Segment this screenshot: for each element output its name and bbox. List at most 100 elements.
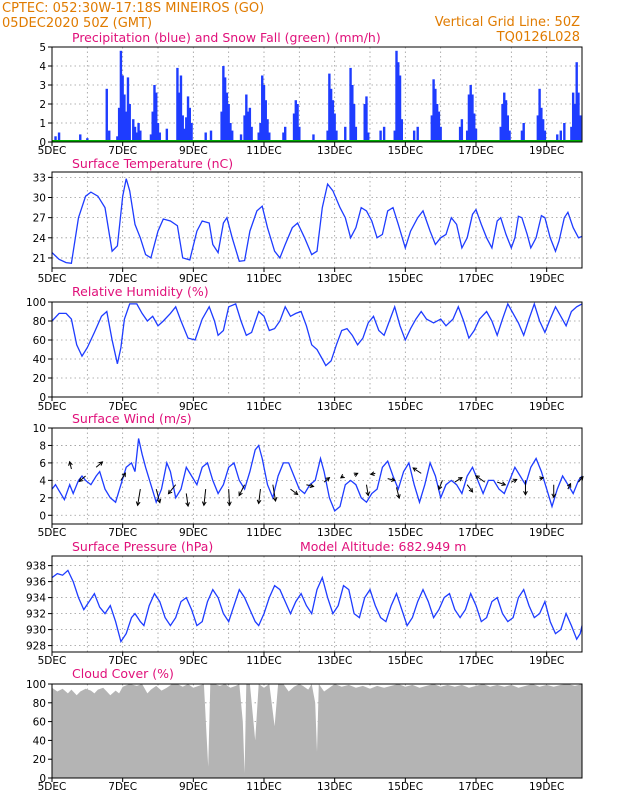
precip-bar <box>123 94 126 142</box>
precip-bar <box>571 92 575 142</box>
precip-bar <box>412 130 416 142</box>
precip-bar <box>398 75 402 142</box>
rh-series-line <box>51 301 583 367</box>
precip-bar <box>437 111 441 142</box>
precip-bar <box>116 136 119 142</box>
wind-arrow-head <box>566 482 572 488</box>
wind-arrow <box>454 477 463 483</box>
wind-arrow-head <box>390 477 396 482</box>
pressure-frame <box>51 555 583 653</box>
precip-xtick-label: 17DEC <box>458 145 493 157</box>
precip-bar <box>354 126 358 142</box>
cloud-xtick-label: 7DEC <box>108 781 137 793</box>
cloud-xtick-label: 19DEC <box>529 781 564 793</box>
precip-bar <box>473 113 476 142</box>
cloud-xtick-label: 5DEC <box>38 781 67 793</box>
wind-arrow <box>78 475 86 482</box>
precip-bar <box>363 104 366 142</box>
pressure-ytick-label: 930 <box>26 625 46 637</box>
wind-arrow-head <box>412 467 418 472</box>
pressure-xtick-label: 9DEC <box>179 655 208 667</box>
precip-ytick-label: 3 <box>39 80 46 92</box>
precip-bar <box>292 113 296 142</box>
cloud-xtick-label: 17DEC <box>458 781 493 793</box>
header-model: TQ0126L028 <box>496 30 580 45</box>
temp-xtick-label: 19DEC <box>529 273 564 285</box>
precip-bar <box>543 130 547 142</box>
precip-bar <box>181 115 184 142</box>
cloud-xtick-label: 9DEC <box>179 781 208 793</box>
precip-bar <box>439 126 442 142</box>
precip-bar <box>243 115 246 142</box>
precip-bar <box>434 88 437 142</box>
pressure-ytick-label: 928 <box>26 641 46 653</box>
precip-bar <box>556 134 559 142</box>
wind-arrow-head <box>68 460 73 466</box>
rh-ytick-label: 40 <box>33 354 46 366</box>
wind-ytick-label: 10 <box>33 423 46 435</box>
precip-bar <box>328 73 331 142</box>
precip-bar <box>126 77 130 142</box>
precip-bar <box>349 67 352 142</box>
wind-arrow-head <box>369 471 375 476</box>
temp-panel: 21 24 27 30 33 5DEC 7DEC 9DEC 11DEC 13DEC 15DEC 17D… <box>33 156 583 285</box>
wind-arrow <box>387 478 395 481</box>
precip-bar <box>185 117 188 142</box>
precip-xtick-label: 7DEC <box>108 145 137 157</box>
precip-bar <box>204 132 207 142</box>
precip-bar <box>538 88 541 142</box>
precip-bar <box>393 130 396 142</box>
precip-ytick-label: 1 <box>39 118 46 130</box>
precip-title: Precipitation (blue) and Snow Fall (gree… <box>72 30 381 45</box>
precip-bar <box>135 132 138 142</box>
precip-bar <box>225 92 229 142</box>
rh-xtick-label: 11DEC <box>246 401 281 413</box>
rh-ytick-label: 0 <box>39 392 46 404</box>
precip-bar <box>155 92 158 142</box>
wind-arrow-head <box>293 490 299 496</box>
precip-bar <box>149 134 153 142</box>
cloud-ytick-label: 40 <box>33 735 46 747</box>
wind-panel: 0 2 4 6 8 10 5DEC 7DEC 9DEC 11DEC 13DEC 15DEC 17DEC 1… <box>33 411 584 539</box>
wind-arrow <box>203 489 207 506</box>
temp-xtick-label: 17DEC <box>458 273 493 285</box>
precip-xtick-label: 9DEC <box>179 145 208 157</box>
wind-arrow <box>95 461 103 468</box>
precip-ytick-label: 4 <box>39 61 46 73</box>
precip-bar <box>132 119 135 142</box>
wind-ytick-label: 2 <box>39 493 46 505</box>
temp-ytick-label: 24 <box>33 233 47 245</box>
precip-bar <box>231 130 234 142</box>
precip-bar <box>344 126 347 142</box>
temp-xtick-label: 15DEC <box>388 273 423 285</box>
precip-bar <box>416 126 419 142</box>
pressure-series-line <box>51 569 583 644</box>
precip-bar <box>257 132 260 142</box>
precip-bar <box>541 119 545 142</box>
precip-bar <box>540 107 543 142</box>
precip-bar <box>508 130 511 142</box>
wind-ytick-label: 0 <box>39 510 46 522</box>
rh-ytick-label: 20 <box>33 373 46 385</box>
rh-xtick-label: 9DEC <box>179 401 208 413</box>
wind-arrow-head <box>551 493 557 499</box>
precip-bar <box>178 92 181 142</box>
precip-bar <box>266 119 269 142</box>
cloud-xtick-label: 11DEC <box>246 781 281 793</box>
precip-bar <box>333 113 336 142</box>
precip-bar <box>351 85 354 142</box>
wind-arrow-head <box>185 502 190 508</box>
wind-xtick-label: 5DEC <box>38 527 67 539</box>
wind-arrow-head <box>474 475 480 480</box>
precip-ytick-label: 2 <box>39 99 46 111</box>
precip-bar <box>536 115 540 142</box>
precip-bar <box>229 123 232 142</box>
temp-ytick-label: 30 <box>33 193 46 205</box>
wind-arrow <box>137 489 141 506</box>
precip-bar <box>137 123 140 142</box>
wind-arrow <box>497 481 506 486</box>
precip-bar <box>186 96 190 142</box>
pressure-xtick-label: 15DEC <box>388 655 423 667</box>
wind-arrow <box>466 484 473 493</box>
wind-frame <box>51 427 583 525</box>
